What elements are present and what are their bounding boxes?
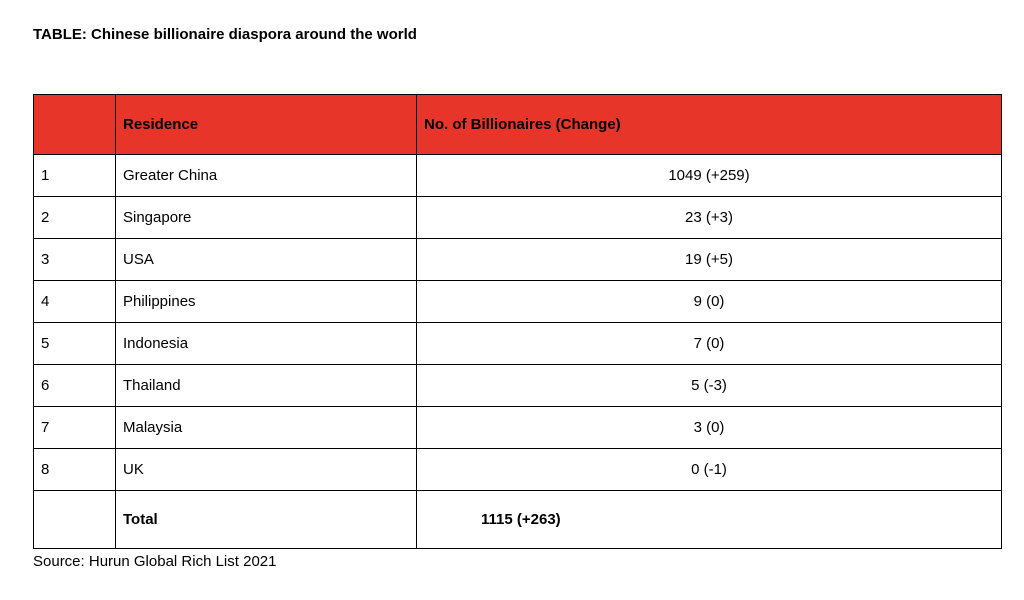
rank-cell: 5 xyxy=(33,322,116,365)
total-label-cell: Total xyxy=(115,490,417,549)
residence-cell: Indonesia xyxy=(115,322,417,365)
header-billionaires-cell: No. of Billionaires (Change) xyxy=(416,94,1002,155)
rank-cell: 3 xyxy=(33,238,116,281)
residence-cell: UK xyxy=(115,448,417,491)
billionaire-table: Residence No. of Billionaires (Change) 1… xyxy=(33,94,1002,549)
residence-cell: USA xyxy=(115,238,417,281)
billionaires-cell: 0 (-1) xyxy=(416,448,1002,491)
residence-cell: Malaysia xyxy=(115,406,417,449)
rank-cell: 8 xyxy=(33,448,116,491)
table-row: 5 Indonesia 7 (0) xyxy=(33,322,1002,365)
header-residence-cell: Residence xyxy=(115,94,417,155)
residence-cell: Philippines xyxy=(115,280,417,323)
table-row: 3 USA 19 (+5) xyxy=(33,238,1002,281)
rank-cell: 7 xyxy=(33,406,116,449)
header-rank-cell xyxy=(33,94,116,155)
rank-cell: 2 xyxy=(33,196,116,239)
table-title: TABLE: Chinese billionaire diaspora arou… xyxy=(33,26,417,43)
residence-cell: Singapore xyxy=(115,196,417,239)
residence-cell: Thailand xyxy=(115,364,417,407)
rank-cell: 6 xyxy=(33,364,116,407)
table-row: 4 Philippines 9 (0) xyxy=(33,280,1002,323)
rank-cell: 4 xyxy=(33,280,116,323)
billionaires-cell: 23 (+3) xyxy=(416,196,1002,239)
source-note: Source: Hurun Global Rich List 2021 xyxy=(33,553,277,570)
billionaires-cell: 7 (0) xyxy=(416,322,1002,365)
billionaires-cell: 5 (-3) xyxy=(416,364,1002,407)
total-rank-cell xyxy=(33,490,116,549)
residence-cell: Greater China xyxy=(115,154,417,197)
table-row: 1 Greater China 1049 (+259) xyxy=(33,154,1002,197)
table-row: 6 Thailand 5 (-3) xyxy=(33,364,1002,407)
billionaires-cell: 1049 (+259) xyxy=(416,154,1002,197)
billionaires-cell: 3 (0) xyxy=(416,406,1002,449)
table-row: 8 UK 0 (-1) xyxy=(33,448,1002,491)
total-row: Total 1115 (+263) xyxy=(33,490,1002,549)
table-row: 2 Singapore 23 (+3) xyxy=(33,196,1002,239)
total-billionaires-cell: 1115 (+263) xyxy=(416,490,1002,549)
billionaires-cell: 19 (+5) xyxy=(416,238,1002,281)
billionaires-cell: 9 (0) xyxy=(416,280,1002,323)
table-header-row: Residence No. of Billionaires (Change) xyxy=(33,94,1002,155)
rank-cell: 1 xyxy=(33,154,116,197)
table-row: 7 Malaysia 3 (0) xyxy=(33,406,1002,449)
